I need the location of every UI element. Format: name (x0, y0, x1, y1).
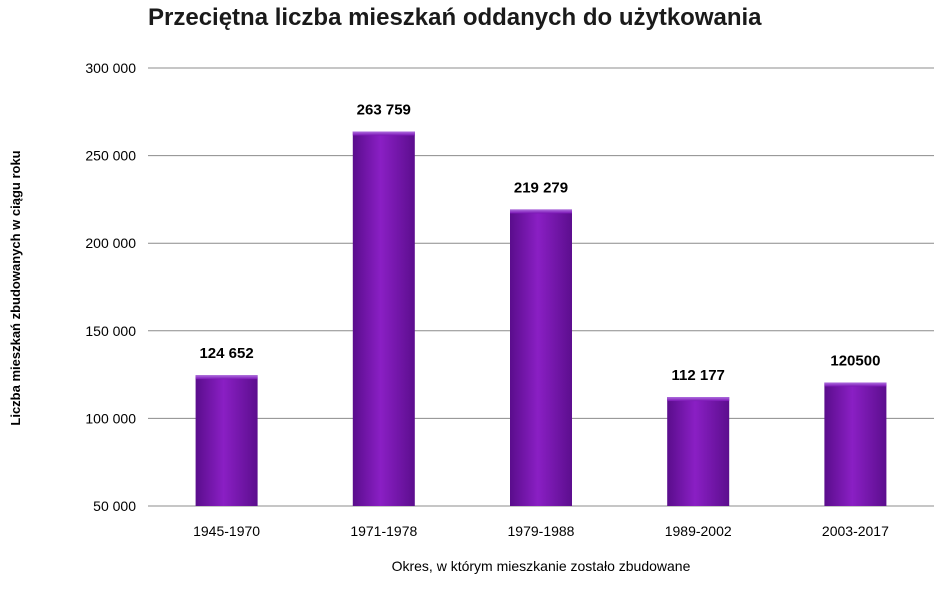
chart-title: Przeciętna liczba mieszkań oddanych do u… (148, 4, 762, 31)
x-tick-label: 1971-1978 (350, 523, 417, 539)
bar-value-label: 219 279 (514, 179, 568, 196)
y-tick-label: 250 000 (85, 148, 136, 164)
bar-value-label: 120500 (830, 352, 880, 369)
bar-value-label: 124 652 (199, 345, 253, 362)
bar (352, 131, 415, 506)
bar-top-highlight (195, 375, 258, 380)
bar-top-highlight (824, 382, 887, 387)
y-tick-label: 150 000 (85, 323, 136, 339)
x-tick-label: 1945-1970 (193, 523, 260, 539)
x-tick-label: 2003-2017 (822, 523, 889, 539)
bar-value-label: 112 177 (671, 367, 724, 384)
bars-layer (195, 131, 887, 506)
y-tick-label: 200 000 (85, 235, 136, 251)
bar-value-label: 263 759 (357, 101, 411, 118)
axis-layer: Okres, w którym mieszkanie zostało zbudo… (8, 150, 691, 574)
bar-top-highlight (352, 131, 415, 136)
y-tick-label: 100 000 (85, 410, 136, 426)
bar (195, 375, 258, 506)
bar (510, 209, 572, 506)
x-tick-label: 1979-1988 (508, 523, 575, 539)
y-axis-title: Liczba mieszkań zbudowanych w ciągu roku (8, 150, 23, 425)
labels-layer: 50 000 100 000 150 000 200 000 250 000 300 00… (85, 60, 889, 539)
bar-top-highlight (510, 209, 572, 214)
x-axis-title: Okres, w którym mieszkanie zostało zbudo… (392, 558, 691, 574)
x-tick-label: 1989-2002 (665, 523, 732, 539)
bar (667, 397, 730, 506)
bar-top-highlight (667, 397, 730, 402)
y-tick-label: 300 000 (85, 60, 136, 76)
bar (824, 382, 887, 506)
y-tick-label: 50 000 (93, 498, 136, 514)
